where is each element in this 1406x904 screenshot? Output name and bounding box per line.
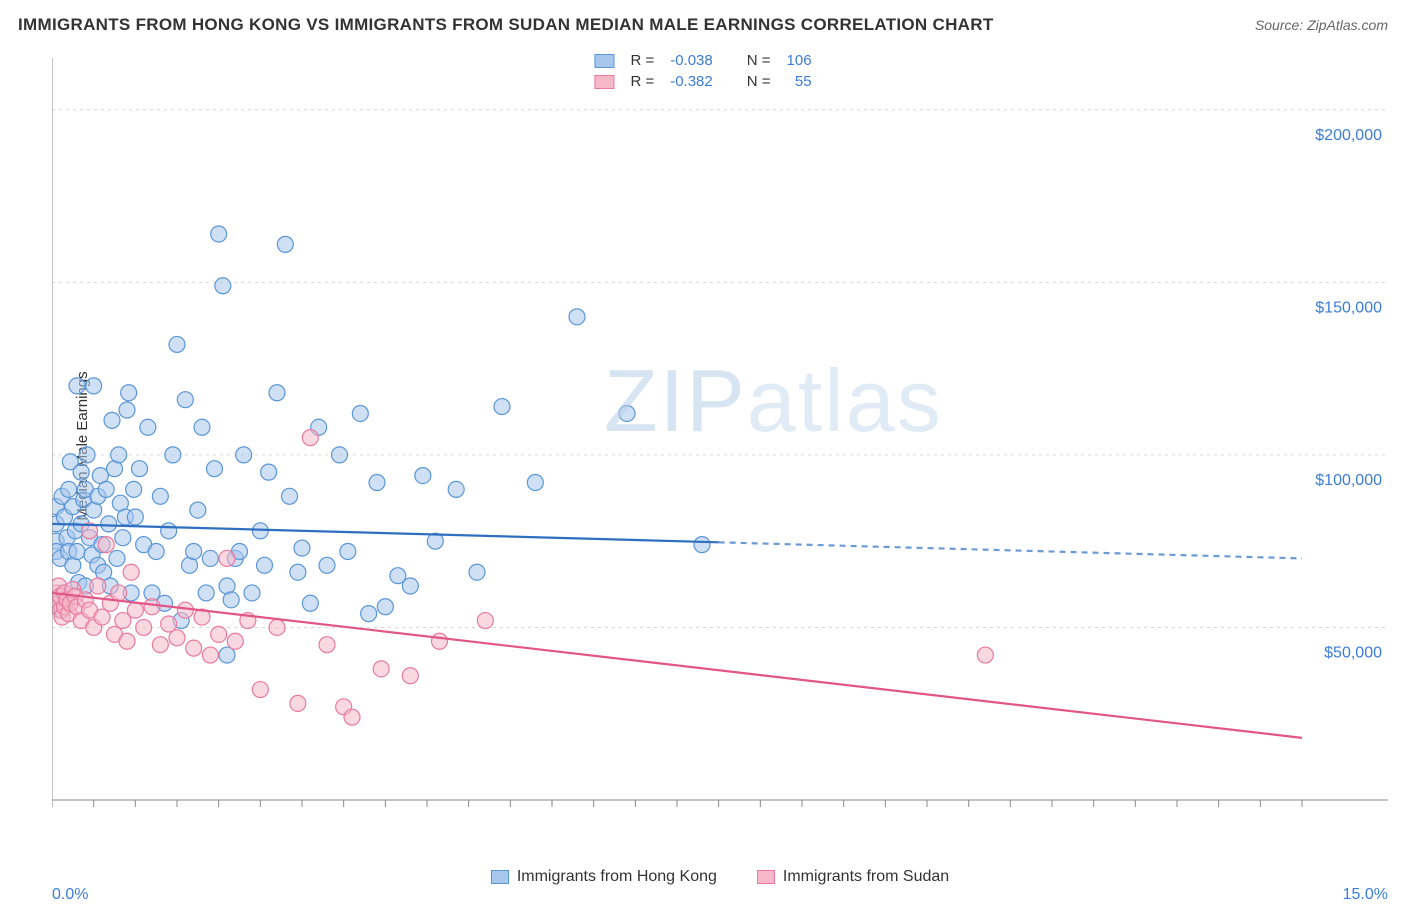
legend-r-label: R = bbox=[622, 71, 662, 92]
legend-series-name-1: Immigrants from Sudan bbox=[783, 868, 949, 885]
svg-text:$150,000: $150,000 bbox=[1315, 299, 1382, 316]
chart-title: IMMIGRANTS FROM HONG KONG VS IMMIGRANTS … bbox=[18, 15, 994, 35]
x-axis-min-label: 0.0% bbox=[52, 886, 88, 904]
legend-swatch-bottom-0 bbox=[491, 870, 509, 884]
legend-series-name-0: Immigrants from Hong Kong bbox=[517, 868, 717, 885]
legend-correlation: R = -0.038 N = 106 R = -0.382 N = 55 bbox=[586, 50, 819, 92]
legend-r-value-0: -0.038 bbox=[662, 50, 721, 71]
legend-r-value-1: -0.382 bbox=[662, 71, 721, 92]
plot-svg: $50,000 $100,000 $150,000 $200,000 bbox=[52, 48, 1388, 838]
legend-item-1: Immigrants from Sudan bbox=[757, 868, 949, 886]
chart-source: Source: ZipAtlas.com bbox=[1255, 17, 1388, 33]
legend-n-label: N = bbox=[739, 71, 779, 92]
chart-header: IMMIGRANTS FROM HONG KONG VS IMMIGRANTS … bbox=[18, 10, 1388, 40]
legend-row-series-1: R = -0.382 N = 55 bbox=[586, 71, 819, 92]
legend-swatch-0 bbox=[594, 54, 614, 68]
legend-n-value-0: 106 bbox=[779, 50, 820, 71]
plot-area: $50,000 $100,000 $150,000 $200,000 bbox=[52, 48, 1388, 838]
svg-text:$100,000: $100,000 bbox=[1315, 472, 1382, 489]
legend-n-label: N = bbox=[739, 50, 779, 71]
legend-r-label: R = bbox=[622, 50, 662, 71]
x-axis-max-label: 15.0% bbox=[1343, 886, 1388, 904]
legend-item-0: Immigrants from Hong Kong bbox=[491, 868, 717, 886]
legend-swatch-1 bbox=[594, 75, 614, 89]
legend-row-series-0: R = -0.038 N = 106 bbox=[586, 50, 819, 71]
legend-n-value-1: 55 bbox=[779, 71, 820, 92]
svg-text:$50,000: $50,000 bbox=[1324, 644, 1382, 661]
legend-swatch-bottom-1 bbox=[757, 870, 775, 884]
svg-text:$200,000: $200,000 bbox=[1315, 127, 1382, 144]
legend-series: Immigrants from Hong Kong Immigrants fro… bbox=[52, 868, 1388, 886]
